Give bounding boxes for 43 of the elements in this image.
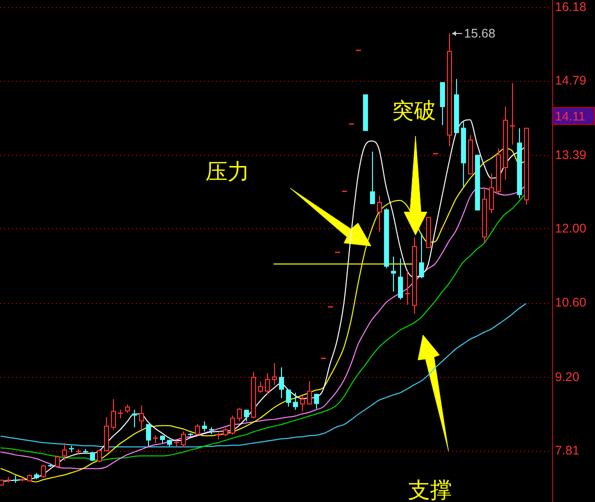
annotation: 支撑 [408,478,452,502]
candlestick [195,424,200,436]
candlestick [181,430,186,448]
candlestick [272,362,277,386]
candlestick [62,442,67,462]
candlestick [300,394,305,412]
candlestick [314,393,319,410]
candlestick [132,409,137,428]
candlestick [146,424,151,447]
y-tick-label: 16.18 [555,0,586,14]
candlestick [286,389,291,408]
candlestick [139,405,144,430]
y-tick-label: 13.39 [555,148,586,162]
candlestick [202,420,207,432]
candlestick [265,372,270,394]
y-tick-label: 9.20 [555,370,580,384]
y-tick-label: 14.79 [555,74,586,88]
candlestick [419,232,424,279]
y-tick-label: 10.60 [555,296,586,310]
y-tick-label: 12.00 [555,221,586,236]
annotation: 压力 [206,159,250,184]
candlestick [370,151,375,205]
annotation: 突破 [392,98,436,123]
candlestick [391,256,396,292]
candlestick [90,452,95,462]
text: 14.11 [555,109,586,124]
candlestick [55,455,60,468]
candlestick [293,392,298,410]
candlestick [258,381,263,394]
candlestick [97,449,102,463]
candlestick [279,366,284,399]
y-tick-label: 7.81 [555,444,580,458]
candlestick [111,398,116,430]
annotation: 15.68 [464,26,496,40]
candlestick [489,172,494,214]
candlestick [398,258,403,300]
candlestick [307,380,312,405]
line-series [0,303,526,448]
candlestick [377,195,382,232]
candlestick [405,270,410,306]
candlestick [230,415,235,436]
candlestick [41,464,46,478]
candlestick [237,408,242,422]
